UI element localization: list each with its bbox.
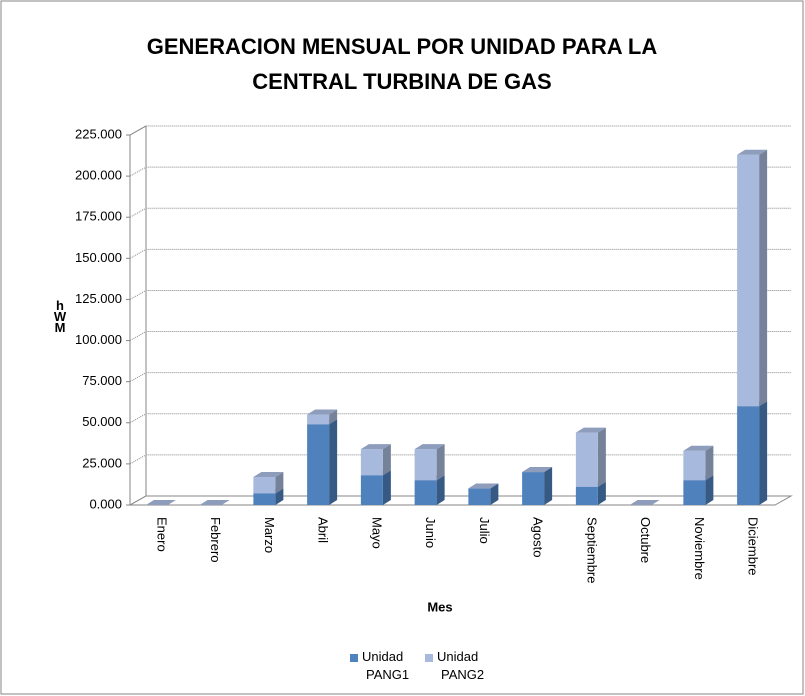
bar-top	[522, 467, 553, 473]
bar	[522, 472, 545, 505]
y-tick-label: 225.000	[75, 126, 122, 141]
bar-top	[307, 409, 338, 415]
grid-line	[129, 372, 791, 383]
bar-side	[382, 470, 391, 505]
legend-swatch	[350, 654, 358, 662]
bar-top	[360, 444, 391, 450]
bar	[737, 154, 760, 407]
bar-side	[705, 445, 714, 481]
bar-side	[329, 419, 338, 505]
x-tick-label: Septiembre	[584, 517, 599, 583]
x-tick-label: Diciembre	[746, 517, 761, 576]
grid-line	[129, 331, 791, 341]
bar	[307, 424, 330, 505]
legend-label: Unidad PANG1	[362, 649, 409, 682]
bar-top	[683, 445, 714, 451]
y-tick-label: 0.000	[89, 496, 122, 511]
y-tick-label: 100.000	[75, 332, 122, 347]
bar	[307, 414, 330, 425]
bar-top	[253, 472, 284, 478]
grid-line	[129, 289, 791, 300]
x-tick-label: Marzo	[262, 517, 277, 553]
x-tick-label: Mayo	[369, 517, 384, 549]
legend-swatch	[425, 654, 433, 662]
bar-side	[436, 475, 445, 505]
bar	[360, 449, 383, 476]
bar-top	[629, 500, 660, 505]
bar	[683, 480, 706, 505]
bar-top	[414, 444, 445, 450]
bar-side	[597, 427, 606, 487]
bar-side	[490, 483, 499, 505]
x-tick-label: Febrero	[208, 517, 223, 563]
bar	[575, 432, 598, 487]
y-tick-label: 175.000	[75, 209, 122, 224]
y-tick-label: 200.000	[75, 168, 122, 183]
bar-top	[145, 500, 176, 505]
bar-side	[544, 467, 553, 505]
x-tick-label: Octubre	[638, 517, 653, 563]
chart-title-line: GENERACION MENSUAL POR UNIDAD PARA LA	[147, 34, 658, 59]
bar	[737, 406, 760, 505]
bar-side	[759, 149, 768, 407]
bar-side	[705, 475, 714, 505]
bar	[253, 493, 276, 505]
bar-side	[275, 472, 284, 494]
bar-side	[597, 481, 606, 505]
bar-side	[759, 401, 768, 505]
bar-side	[329, 409, 338, 425]
x-tick-label: Enero	[154, 517, 169, 552]
x-tick-label: Agosto	[531, 517, 546, 557]
y-tick-label: 125.000	[75, 291, 122, 306]
x-tick-label: Abril	[316, 517, 331, 543]
chart-title-line: CENTRAL TURBINA DE GAS	[252, 69, 551, 94]
bar-top	[468, 483, 499, 489]
bar	[360, 475, 383, 505]
bar	[253, 477, 276, 494]
x-tick-label: Junio	[423, 517, 438, 548]
x-tick-label: Julio	[477, 517, 492, 544]
legend-label: Unidad PANG2	[437, 649, 484, 682]
bar-side	[382, 444, 391, 476]
bar-top	[737, 149, 768, 155]
bar	[683, 450, 706, 481]
y-tick-label: 25.000	[82, 455, 122, 470]
x-tick-label: Noviembre	[692, 517, 707, 580]
bar	[414, 480, 437, 505]
grid-line	[129, 166, 791, 177]
y-tick-label: 75.000	[82, 373, 122, 388]
grid-line	[129, 207, 791, 218]
bar-side	[275, 488, 284, 505]
grid-line	[129, 125, 791, 136]
bar-top	[575, 427, 606, 433]
bar-side	[436, 444, 445, 481]
bar	[414, 449, 437, 481]
bar-top	[199, 500, 230, 505]
bar	[468, 488, 491, 505]
grid-line	[129, 248, 791, 259]
bar	[575, 486, 598, 505]
grid-line	[129, 413, 791, 424]
y-tick-label: 150.000	[75, 250, 122, 265]
y-tick-label: 50.000	[82, 414, 122, 429]
x-axis-label: Mes	[427, 599, 452, 614]
